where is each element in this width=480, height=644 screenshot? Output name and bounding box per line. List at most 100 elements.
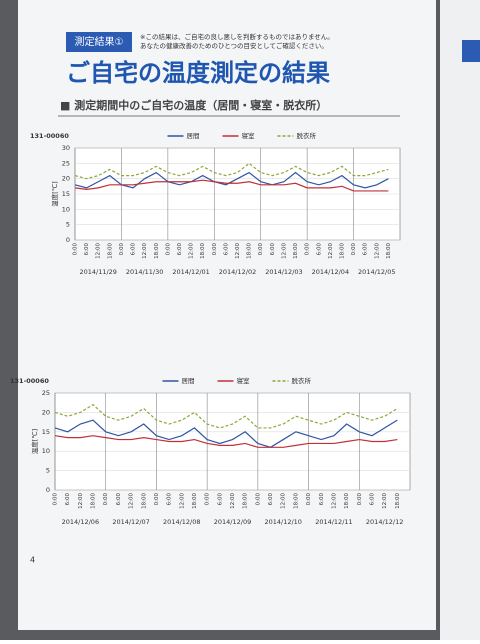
x-tick-label: 12:00 — [189, 243, 195, 259]
x-tick-label: 6:00 — [319, 493, 325, 506]
x-tick-label: 12:00 — [179, 493, 185, 509]
note: あなたの健康改善のためのひとつの目安としてご確認ください。 — [140, 41, 328, 50]
x-tick-label: 0:00 — [212, 243, 218, 256]
x-tick-label: 0:00 — [165, 243, 171, 256]
series-line — [54, 419, 398, 448]
y-tick-label: 0 — [46, 486, 50, 494]
x-tick-label: 12:00 — [230, 493, 236, 509]
x-tick-label: 0:00 — [255, 493, 261, 506]
date-label: 2014/12/08 — [163, 518, 200, 526]
x-tick-label: 6:00 — [167, 493, 173, 506]
x-tick-label: 12:00 — [78, 493, 84, 509]
legend-label: 居間 — [182, 377, 195, 385]
note: ※この結果は、ご自宅の良し悪しを判断するものではありません。 — [140, 32, 334, 41]
date-label: 2014/12/03 — [265, 268, 302, 276]
x-tick-label: 6:00 — [65, 493, 71, 506]
y-tick-label: 30 — [62, 144, 70, 152]
x-tick-label: 18:00 — [192, 493, 198, 509]
date-label: 2014/12/09 — [214, 518, 251, 526]
y-tick-label: 15 — [42, 428, 50, 436]
x-tick-label: 6:00 — [223, 243, 229, 256]
legend-label: 脱衣所 — [297, 131, 317, 140]
x-tick-label: 0:00 — [53, 493, 59, 506]
x-tick-label: 18:00 — [293, 243, 299, 259]
x-tick-label: 12:00 — [281, 493, 287, 509]
x-tick-label: 18:00 — [243, 493, 249, 509]
x-tick-label: 12:00 — [331, 493, 337, 509]
y-axis-label: 温度[℃] — [30, 429, 39, 454]
x-tick-label: 6:00 — [177, 243, 183, 256]
x-tick-label: 0:00 — [119, 243, 125, 256]
series-line — [74, 171, 389, 189]
series-line — [74, 162, 389, 180]
y-tick-label: 25 — [62, 159, 70, 167]
x-tick-label: 18:00 — [141, 493, 147, 509]
x-tick-label: 6:00 — [116, 493, 122, 506]
series-line — [54, 403, 398, 429]
series-line — [54, 435, 398, 448]
legend-label: 居間 — [187, 132, 200, 140]
legend-label: 寝室 — [242, 131, 256, 140]
chart-id: 131-00060 — [10, 377, 49, 385]
date-label: 2014/12/01 — [172, 268, 209, 276]
x-tick-label: 0:00 — [258, 243, 264, 256]
x-tick-label: 6:00 — [270, 243, 276, 256]
x-tick-label: 12:00 — [235, 243, 241, 259]
y-tick-label: 5 — [46, 467, 50, 475]
x-tick-label: 6:00 — [84, 243, 90, 256]
x-tick-label: 18:00 — [200, 243, 206, 259]
date-label: 2014/12/02 — [219, 268, 256, 276]
x-tick-label: 12:00 — [96, 243, 102, 259]
x-tick-label: 6:00 — [316, 243, 322, 256]
x-tick-label: 18:00 — [91, 493, 97, 509]
y-tick-label: 10 — [42, 447, 50, 455]
x-tick-label: 6:00 — [363, 243, 369, 256]
x-tick-label: 6:00 — [131, 243, 137, 256]
x-tick-label: 18:00 — [107, 243, 113, 259]
x-tick-label: 18:00 — [293, 493, 299, 509]
title: ご自宅の温度測定の結果 — [66, 59, 330, 87]
x-tick-label: 12:00 — [328, 243, 334, 259]
x-tick-label: 0:00 — [205, 493, 211, 506]
x-tick-label: 18:00 — [344, 493, 350, 509]
next-badge — [462, 40, 480, 62]
x-tick-label: 0:00 — [154, 493, 160, 506]
x-tick-label: 12:00 — [374, 243, 380, 259]
date-label: 2014/11/30 — [126, 268, 163, 276]
date-label: 2014/12/07 — [112, 518, 149, 526]
date-label: 2014/12/06 — [62, 518, 99, 526]
x-tick-label: 18:00 — [247, 243, 253, 259]
x-tick-label: 12:00 — [382, 493, 388, 509]
x-tick-label: 0:00 — [305, 243, 311, 256]
next-page — [440, 0, 480, 640]
x-tick-label: 6:00 — [369, 493, 375, 506]
date-label: 2014/12/05 — [358, 268, 395, 276]
x-tick-label: 6:00 — [268, 493, 274, 506]
page-number: 4 — [30, 556, 35, 565]
y-tick-label: 20 — [62, 175, 70, 183]
x-tick-label: 18:00 — [395, 493, 401, 509]
paper — [18, 0, 436, 630]
badge — [66, 32, 132, 52]
y-tick-label: 10 — [62, 205, 70, 213]
chart-id: 131-00060 — [30, 132, 69, 140]
x-tick-label: 12:00 — [142, 243, 148, 259]
section: ■ 測定期間中のご自宅の温度（居間・寝室・脱衣所） — [60, 98, 327, 112]
badge-text: 測定結果① — [75, 35, 124, 48]
date-label: 2014/11/29 — [79, 268, 116, 276]
legend-label: 寝室 — [237, 376, 251, 385]
date-label: 2014/12/10 — [264, 518, 301, 526]
x-tick-label: 0:00 — [73, 243, 79, 256]
x-tick-label: 18:00 — [386, 243, 392, 259]
x-tick-label: 18:00 — [154, 243, 160, 259]
y-axis-label: 温度[℃] — [50, 181, 59, 206]
x-tick-label: 0:00 — [357, 493, 363, 506]
date-label: 2014/12/11 — [315, 518, 352, 526]
series-line — [74, 179, 389, 192]
y-tick-label: 25 — [42, 389, 50, 397]
y-tick-label: 20 — [42, 408, 50, 416]
date-label: 2014/12/12 — [366, 518, 403, 526]
x-tick-label: 18:00 — [339, 243, 345, 259]
x-tick-label: 0:00 — [351, 243, 357, 256]
plot-area — [54, 392, 411, 491]
